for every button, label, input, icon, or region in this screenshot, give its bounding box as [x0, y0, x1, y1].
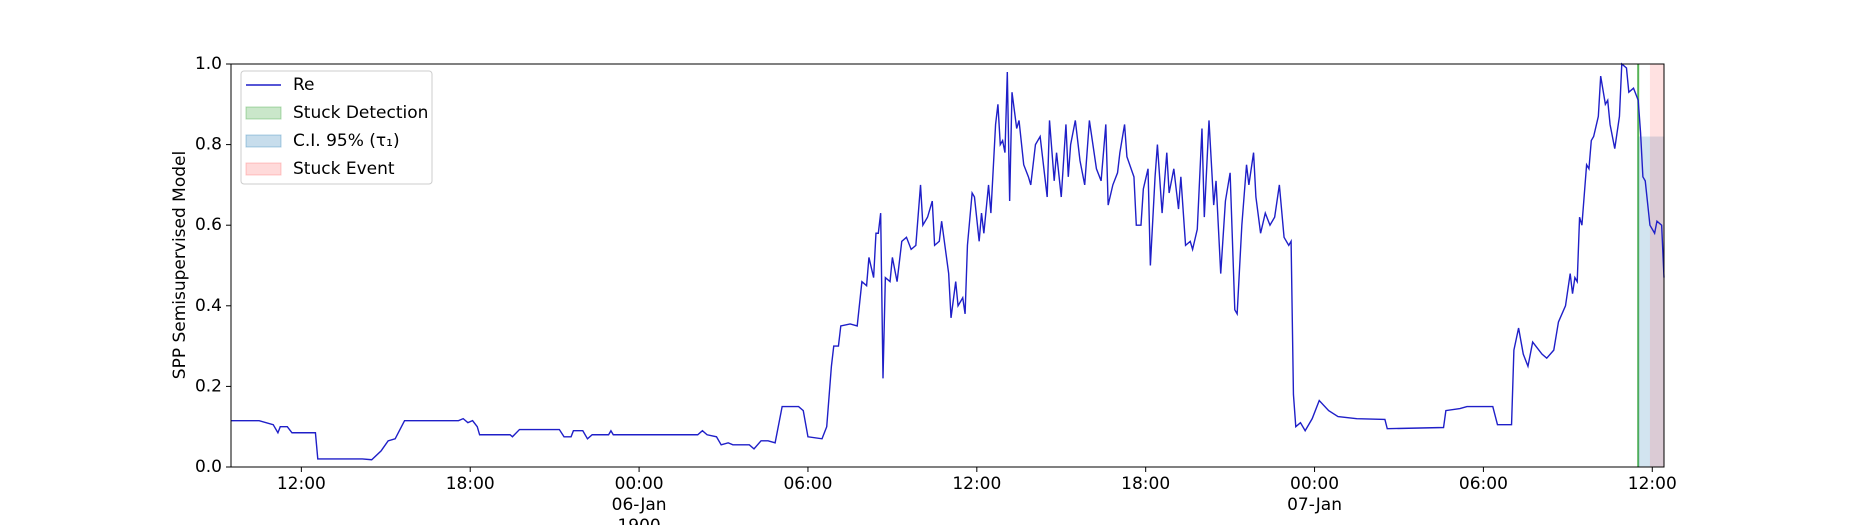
x-tick-label: 12:00: [277, 474, 326, 494]
span: [1637, 64, 1640, 467]
y-tick-label: 0.0: [195, 457, 222, 477]
span: [1638, 136, 1664, 468]
y-tick-label: 0.8: [195, 135, 222, 155]
y-tick-label: 0.6: [195, 215, 222, 235]
y-axis-label: SPP Semisupervised Model: [170, 151, 190, 379]
x-tick-label: 12:00: [1628, 474, 1677, 494]
data-line: [231, 62, 1665, 461]
plot-frame: [230, 63, 1665, 468]
x-tick-label: 12:00: [952, 474, 1001, 494]
x-tick-label: 18:00: [446, 474, 495, 494]
legend-swatch: [245, 162, 282, 176]
y-tick-label: 1.0: [195, 54, 222, 74]
legend-label: C.I. 95% (τ₁): [293, 131, 400, 151]
y-tick-label: 0.2: [195, 376, 222, 396]
x-tick-label: 06:00: [783, 474, 832, 494]
legend-swatch: [245, 106, 282, 120]
x-tick-label: 00:00 07-Jan: [1287, 474, 1342, 515]
legend-label: Re: [293, 75, 315, 95]
legend-label: Stuck Event: [293, 159, 395, 179]
y-tick-label: 0.4: [195, 296, 222, 316]
legend: Re Stuck Detection C.I. 95% (τ₁) Stuck Even…: [240, 70, 433, 185]
legend-swatch: [245, 134, 282, 148]
legend-label: Stuck Detection: [293, 103, 428, 123]
span: [1649, 64, 1664, 467]
legend-box: [240, 70, 433, 185]
x-tick-label: 18:00: [1121, 474, 1170, 494]
x-tick-label: 06:00: [1459, 474, 1508, 494]
